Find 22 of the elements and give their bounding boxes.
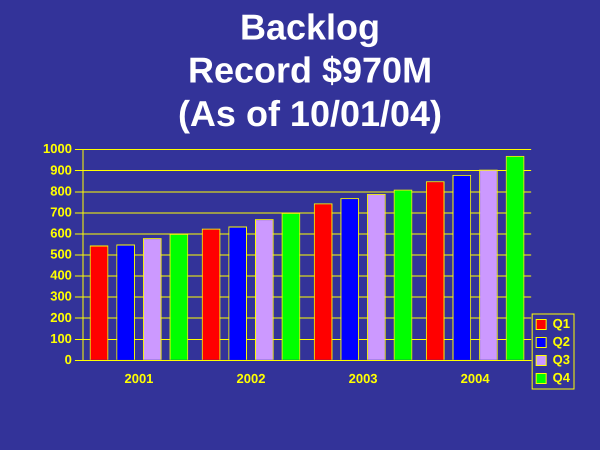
y-tick-label: 700	[50, 204, 72, 220]
x-tick-label: 2004	[460, 370, 490, 386]
y-tick-label: 400	[50, 268, 72, 283]
legend-label: Q3	[552, 352, 570, 368]
y-tick-label: 200	[50, 310, 72, 325]
text: Backlog	[240, 6, 380, 48]
y-tick-label: 500	[50, 246, 72, 262]
y-tick-label: 900	[50, 162, 72, 178]
x-tick-label: 2001	[124, 370, 154, 386]
y-tick-label: 1000	[43, 141, 72, 156]
y-tick-label: 800	[50, 183, 72, 198]
y-tick-label: 100	[50, 330, 72, 346]
y-tick-label: 0	[64, 352, 72, 367]
y-tick-label: 300	[50, 288, 72, 304]
text: Record $970M	[188, 50, 432, 91]
legend-label: Q2	[552, 334, 570, 350]
text: (As of 10/01/04)	[178, 92, 442, 134]
x-tick-label: 2003	[348, 370, 378, 386]
x-tick-label: 2002	[236, 370, 266, 386]
legend-label: Q1	[552, 316, 570, 332]
y-tick-label: 600	[50, 226, 72, 240]
legend-label: Q4	[552, 370, 571, 386]
